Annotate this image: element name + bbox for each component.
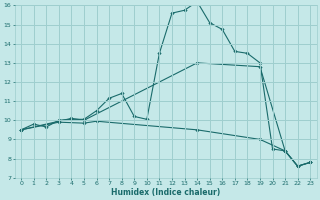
X-axis label: Humidex (Indice chaleur): Humidex (Indice chaleur) bbox=[111, 188, 220, 197]
